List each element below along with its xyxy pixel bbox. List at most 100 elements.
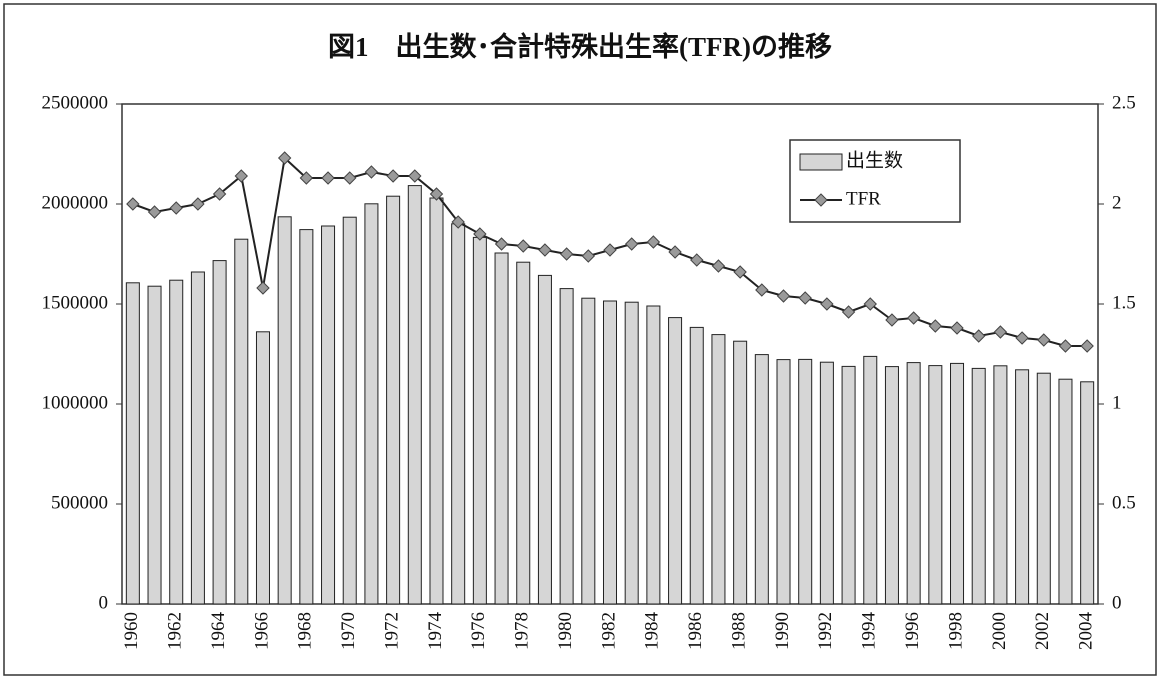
x-tick-label: 1966 xyxy=(251,612,272,650)
x-tick-label: 1996 xyxy=(902,612,923,650)
marker xyxy=(299,171,314,185)
marker xyxy=(711,259,726,273)
bar xyxy=(364,203,379,605)
bar xyxy=(1015,369,1030,605)
bar xyxy=(494,252,509,605)
marker xyxy=(820,297,834,311)
bar xyxy=(212,260,227,605)
bar xyxy=(928,365,943,605)
y-tick-label: 500000 xyxy=(51,492,108,513)
x-tick-label: 1970 xyxy=(338,612,359,650)
marker xyxy=(256,281,270,295)
bar xyxy=(451,223,466,605)
x-tick-label: 2002 xyxy=(1032,612,1053,650)
bar xyxy=(1058,378,1073,605)
bar xyxy=(407,185,422,605)
bar xyxy=(537,274,552,605)
bar xyxy=(1080,381,1095,605)
marker xyxy=(993,325,1008,339)
y2-tick-label: 0 xyxy=(1112,592,1122,613)
marker xyxy=(126,197,140,211)
bar xyxy=(863,355,878,605)
y2-tick-label: 0.5 xyxy=(1112,492,1136,513)
x-tick-label: 1984 xyxy=(642,612,663,651)
bar xyxy=(841,365,856,605)
bar xyxy=(624,301,639,605)
marker xyxy=(191,197,205,211)
marker xyxy=(538,243,552,257)
bar xyxy=(602,300,618,605)
bar xyxy=(971,367,986,605)
x-tick-label: 1972 xyxy=(381,612,402,650)
bar xyxy=(125,282,140,605)
bar xyxy=(1036,372,1051,605)
x-tick-label: 1964 xyxy=(208,612,229,651)
marker xyxy=(386,169,400,183)
bar xyxy=(733,340,748,605)
bar xyxy=(299,229,314,605)
bar xyxy=(472,236,487,605)
marker xyxy=(364,165,379,179)
marker xyxy=(863,297,877,311)
y-tick-label: 2000000 xyxy=(42,192,109,213)
marker xyxy=(950,321,964,335)
marker xyxy=(277,151,292,165)
bar xyxy=(906,362,921,605)
x-tick-label: 1980 xyxy=(555,612,576,650)
marker xyxy=(451,215,465,229)
x-tick-label: 2004 xyxy=(1076,612,1097,651)
bar xyxy=(169,279,184,605)
x-tick-label: 1986 xyxy=(685,612,706,650)
marker xyxy=(906,311,921,325)
marker xyxy=(212,187,227,201)
bar xyxy=(147,285,162,605)
y-tick-label: 0 xyxy=(99,592,109,613)
marker xyxy=(646,235,661,249)
bar xyxy=(516,261,531,605)
x-tick-label: 1960 xyxy=(121,612,142,650)
marker xyxy=(928,319,943,333)
legend-marker xyxy=(814,193,828,207)
y-tick-label: 2500000 xyxy=(42,92,109,113)
x-tick-label: 1982 xyxy=(598,612,619,650)
marker xyxy=(408,169,422,183)
marker xyxy=(494,237,509,251)
bar xyxy=(711,334,726,605)
marker xyxy=(1015,331,1029,345)
marker xyxy=(798,291,812,305)
marker xyxy=(755,283,769,297)
bar xyxy=(819,361,834,605)
bar xyxy=(559,288,574,605)
marker xyxy=(169,201,183,215)
legend-label: TFR xyxy=(846,188,881,209)
marker xyxy=(885,313,899,327)
marker xyxy=(429,187,444,201)
y-tick-label: 1000000 xyxy=(42,392,109,413)
bar xyxy=(190,271,205,605)
x-tick-label: 1998 xyxy=(945,612,966,650)
bar xyxy=(754,354,769,605)
legend-swatch xyxy=(799,153,843,171)
marker xyxy=(972,329,986,343)
marker xyxy=(321,171,335,185)
bar xyxy=(321,225,336,605)
x-tick-label: 1976 xyxy=(468,612,489,650)
x-tick-label: 1992 xyxy=(815,612,836,650)
bar xyxy=(798,358,813,605)
x-tick-label: 1974 xyxy=(425,612,446,651)
marker xyxy=(581,249,596,263)
bar xyxy=(277,216,292,605)
marker xyxy=(559,247,574,261)
bar xyxy=(581,297,596,605)
marker xyxy=(624,237,639,251)
chart-title: 図1 出生数･合計特殊出生率(TFR)の推移 xyxy=(328,31,832,62)
marker xyxy=(841,305,856,319)
bar xyxy=(429,197,444,605)
bar xyxy=(234,238,249,605)
x-tick-label: 1990 xyxy=(772,612,793,650)
bar xyxy=(668,317,683,605)
y2-tick-label: 1 xyxy=(1112,392,1122,413)
x-tick-label: 1968 xyxy=(295,612,316,650)
